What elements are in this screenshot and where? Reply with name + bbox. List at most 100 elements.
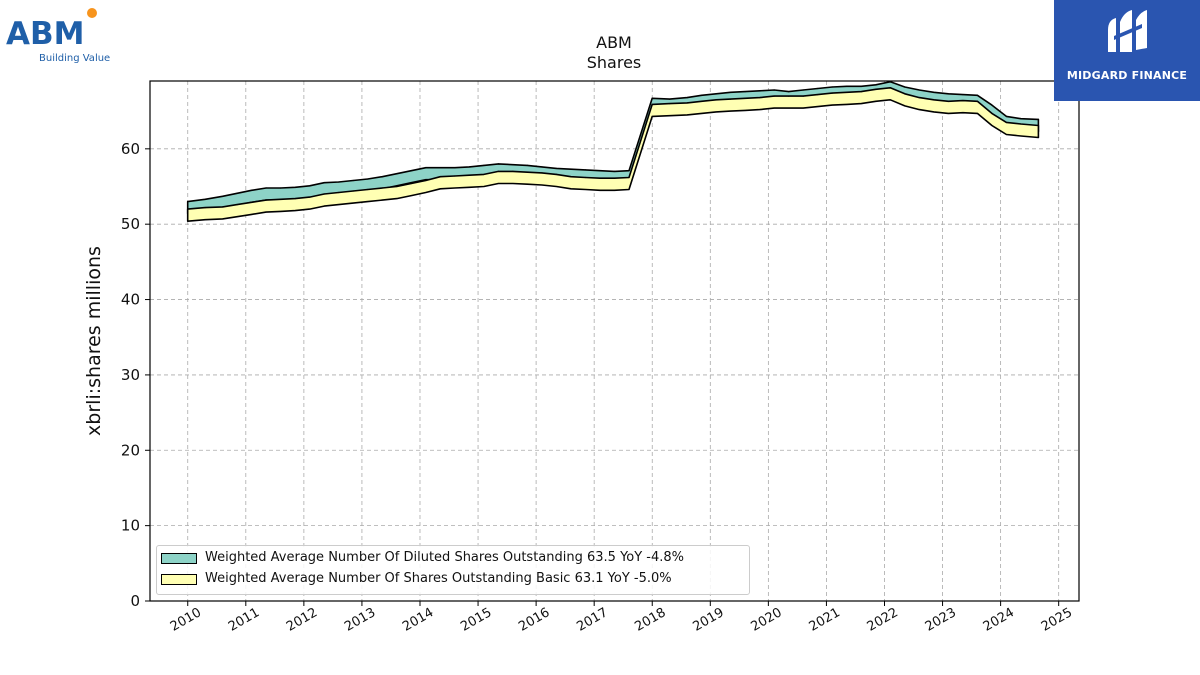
data-point-s0: [483, 164, 485, 166]
data-point-s0: [875, 84, 877, 86]
x-tick-label: 2021: [807, 605, 843, 635]
data-point-s0: [686, 97, 688, 99]
data-point-s0: [715, 93, 717, 95]
data-point-s1: [788, 95, 790, 97]
x-tick-label: 2015: [458, 605, 494, 635]
data-point-s0: [599, 170, 601, 172]
data-point-s1: [570, 176, 572, 178]
data-point-s0: [204, 198, 206, 200]
data-point-s0: [584, 169, 587, 171]
data-point-s0: [526, 164, 529, 166]
abm-logo: ABM Building Value: [6, 6, 116, 66]
x-tick-label: 2012: [284, 605, 320, 635]
data-point-s0: [280, 187, 282, 189]
data-point-s1: [599, 177, 601, 179]
x-tick-label: 2017: [574, 605, 610, 635]
chart-legend: Weighted Average Number Of Diluted Share…: [156, 545, 750, 595]
data-point-s0: [222, 195, 224, 197]
data-point-s0: [976, 94, 979, 96]
data-point-s0: [1020, 118, 1022, 120]
data-point-s1: [613, 177, 616, 179]
data-point-s0: [759, 90, 761, 92]
data-point-s0: [1037, 118, 1039, 120]
legend-swatch-diluted: [161, 553, 197, 564]
x-tick-label: 2022: [865, 605, 901, 635]
x-tick-label: 2014: [400, 605, 436, 635]
data-point-s1: [338, 191, 340, 194]
data-point-s0: [613, 170, 616, 172]
data-point-s0: [367, 178, 369, 180]
data-point-s0: [802, 89, 804, 91]
data-point-s1: [555, 173, 558, 175]
data-point-s1: [541, 172, 543, 174]
grid-lines: [150, 81, 1079, 602]
data-point-s0: [309, 185, 311, 187]
data-point-s0: [628, 170, 630, 172]
data-point-s0: [773, 89, 775, 91]
data-point-s1: [991, 112, 993, 114]
data-point-s0: [454, 167, 456, 169]
data-point-s0: [294, 186, 296, 188]
data-point-s1: [1037, 124, 1039, 127]
legend-item-diluted: Weighted Average Number Of Diluted Share…: [161, 550, 751, 570]
data-point-s1: [454, 175, 456, 177]
y-tick-label: 0: [130, 592, 140, 610]
data-point-s1: [352, 190, 354, 192]
abm-logo-tagline: Building Value: [39, 53, 110, 64]
midgard-logo-mark: [1108, 10, 1147, 52]
data-point-s1: [889, 87, 891, 89]
midgard-logo-wordmark: MIDGARD FINANCE: [1066, 69, 1188, 82]
data-point-s1: [831, 92, 833, 94]
data-point-s0: [846, 85, 848, 87]
data-point-s0: [860, 85, 862, 87]
x-tick-label: 2016: [516, 605, 552, 635]
data-point-s0: [468, 166, 470, 168]
x-tick-label: 2020: [749, 605, 785, 635]
data-point-s1: [730, 98, 732, 100]
x-tick-label: 2024: [981, 605, 1017, 635]
data-point-s1: [744, 97, 746, 99]
legend-item-basic: Weighted Average Number Of Shares Outsta…: [161, 571, 751, 591]
data-point-s0: [947, 93, 950, 95]
data-point-s1: [817, 94, 819, 96]
x-tick-label: 2025: [1039, 605, 1075, 635]
legend-label-basic: Weighted Average Number Of Shares Outsta…: [205, 571, 672, 586]
data-point-s1: [904, 93, 906, 95]
data-point-s1: [669, 103, 671, 105]
data-point-s1: [323, 193, 325, 195]
data-point-s1: [947, 100, 950, 102]
data-point-s1: [265, 199, 267, 201]
data-point-s0: [962, 94, 964, 96]
data-point-s1: [701, 100, 703, 102]
x-tick-label: 2023: [923, 605, 959, 635]
data-point-s0: [265, 187, 267, 189]
data-point-s0: [381, 176, 383, 178]
data-point-s0: [497, 163, 499, 165]
data-point-s0: [831, 86, 833, 88]
chart-title: ABM: [596, 33, 632, 52]
data-point-s0: [555, 167, 558, 169]
y-axis-label: xbrli:shares millions: [83, 246, 105, 436]
y-tick-label: 40: [121, 291, 140, 309]
data-point-s0: [251, 189, 253, 191]
data-point-s1: [222, 206, 224, 208]
x-tick-label: 2013: [342, 605, 378, 635]
data-point-s1: [715, 99, 717, 101]
data-point-s0: [1005, 115, 1008, 117]
data-point-s0: [541, 166, 543, 168]
data-point-s0: [236, 192, 238, 194]
midgard-finance-logo: MIDGARD FINANCE: [1054, 0, 1200, 101]
data-point-s1: [294, 198, 296, 200]
abm-logo-dot: [87, 8, 97, 18]
x-tick-label: 2011: [226, 605, 262, 635]
data-point-s1: [425, 179, 427, 182]
data-point-s0: [410, 170, 412, 172]
data-point-s0: [651, 97, 653, 99]
data-point-s1: [860, 91, 862, 93]
y-tick-label: 60: [121, 140, 140, 158]
data-point-s0: [570, 168, 572, 170]
data-point-s0: [187, 201, 189, 203]
data-point-s1: [584, 176, 587, 179]
data-point-s1: [628, 176, 630, 179]
